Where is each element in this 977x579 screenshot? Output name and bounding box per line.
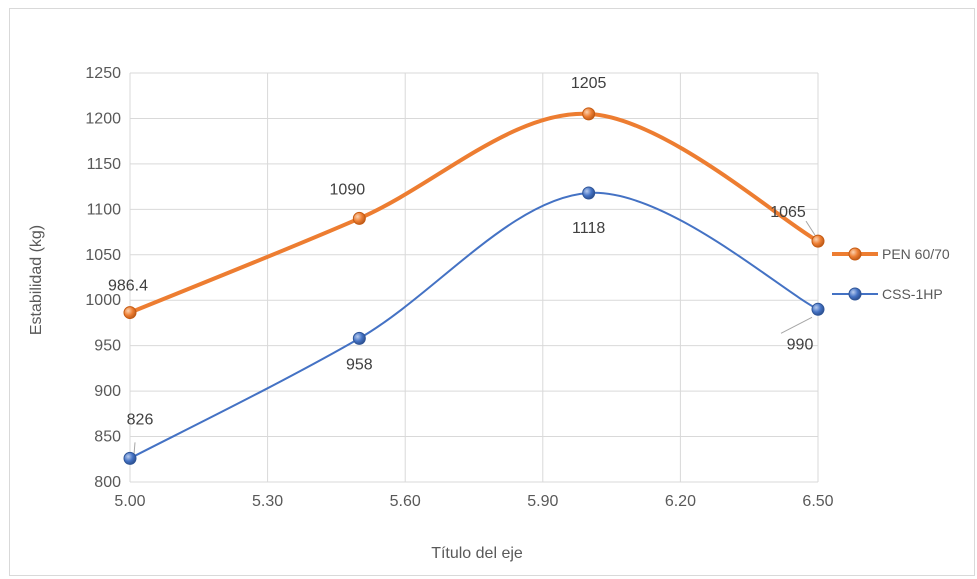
y-tick-label: 1100 [87, 201, 122, 218]
x-tick-label: 5.60 [390, 493, 421, 510]
y-tick-label: 850 [94, 429, 121, 446]
chart-area [9, 8, 975, 576]
x-axis-ticks: 5.00 5.30 5.60 5.90 6.20 6.50 [114, 493, 833, 510]
leader-line [805, 220, 816, 236]
data-point [582, 186, 596, 200]
y-tick-label: 1250 [85, 65, 121, 82]
y-tick-label: 1000 [85, 292, 121, 309]
data-point [811, 234, 825, 248]
x-tick-label: 6.20 [665, 493, 696, 510]
y-axis-ticks: 800 850 900 950 1000 1050 1100 1150 1200 1250 [85, 65, 121, 491]
series-lines [128, 111, 820, 460]
legend-swatch-marker [848, 287, 862, 301]
data-label: 1205 [571, 75, 607, 92]
data-point [123, 451, 137, 465]
y-tick-label: 900 [94, 383, 121, 400]
data-point [582, 107, 596, 121]
gridlines [129, 72, 819, 483]
x-tick-label: 5.30 [252, 493, 283, 510]
data-label: 826 [127, 411, 154, 428]
leader-line [133, 442, 136, 455]
data-point [811, 302, 825, 316]
data-point [123, 306, 137, 320]
x-tick-label: 5.00 [114, 493, 145, 510]
data-label: 1090 [330, 181, 366, 198]
data-label: 986.4 [108, 278, 148, 295]
label-leader-lines [133, 220, 816, 455]
series-line [129, 191, 819, 460]
x-axis-title: Título del eje [431, 545, 523, 562]
legend-entry: CSS-1HP [882, 286, 943, 302]
leader-line [780, 316, 813, 334]
data-labels: 986.4 1090 1205 1065 826 958 1118 990 [108, 75, 813, 428]
data-label: 990 [787, 336, 814, 353]
data-point [352, 211, 366, 225]
y-tick-label: 800 [94, 474, 121, 491]
data-point [352, 331, 366, 345]
series-markers [123, 107, 825, 465]
data-label: 1065 [770, 204, 806, 221]
legend-swatch-marker [848, 247, 862, 261]
data-label: 958 [346, 356, 373, 373]
legend: PEN 60/70 CSS-1HP [832, 246, 950, 302]
y-tick-label: 950 [94, 338, 121, 355]
series-line [128, 111, 820, 315]
x-tick-label: 5.90 [527, 493, 558, 510]
y-tick-label: 1150 [87, 156, 122, 173]
x-tick-label: 6.50 [802, 493, 833, 510]
legend-entry: PEN 60/70 [882, 246, 950, 262]
y-axis-title: Estabilidad (kg) [28, 225, 45, 335]
y-tick-label: 1050 [85, 247, 121, 264]
y-tick-label: 1200 [85, 110, 121, 127]
data-label: 1118 [572, 220, 605, 237]
